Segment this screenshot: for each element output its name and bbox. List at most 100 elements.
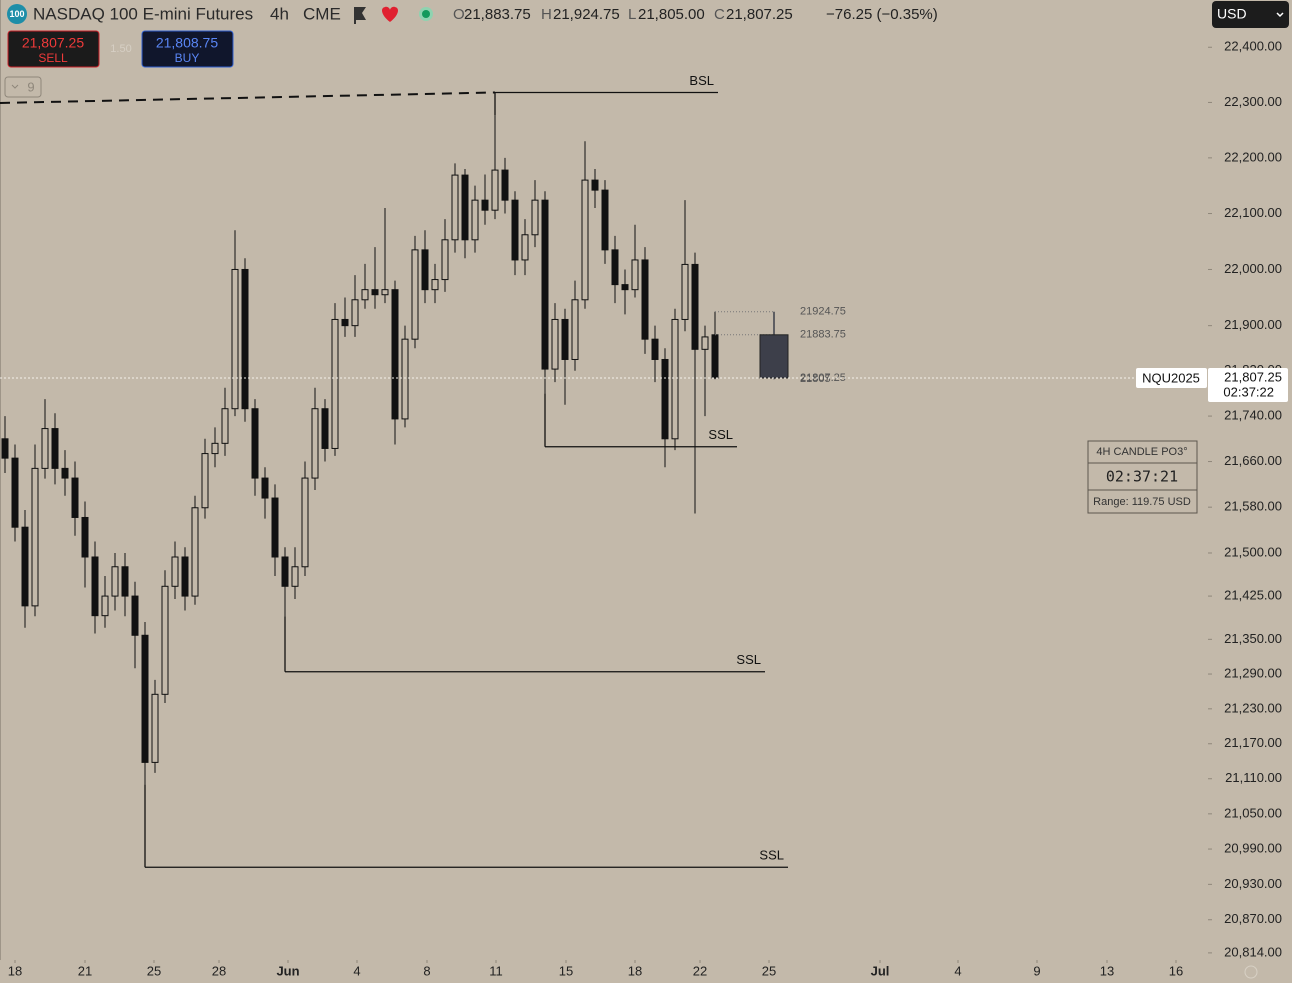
layers-count: 9: [27, 79, 34, 94]
y-tick-label: 21,350.00: [1224, 631, 1282, 646]
candle-body: [221, 408, 229, 444]
y-tick-label: 21,425.00: [1224, 588, 1282, 603]
candle-body: [71, 477, 79, 518]
y-tick-label: 21,050.00: [1224, 805, 1282, 820]
status-dot: [422, 10, 430, 18]
candle-body: [181, 556, 189, 597]
y-tick-label: 21,110.00: [1225, 770, 1282, 785]
candle-body: [391, 289, 399, 420]
buy-button[interactable]: [141, 30, 234, 68]
candle-body: [301, 477, 309, 568]
layers-toggle[interactable]: [4, 76, 42, 98]
x-tick-label: Jul: [871, 963, 890, 978]
buy-price: 21,808.75: [156, 35, 218, 51]
x-tick-label: 18: [628, 963, 642, 978]
x-tick-label: 4: [954, 963, 961, 978]
po3-level-label: 21883.75: [800, 329, 846, 341]
trend-line: [0, 91, 496, 104]
symbol-name[interactable]: NASDAQ 100 E-mini Futures: [33, 4, 253, 23]
candle-body: [321, 408, 329, 449]
x-tick-label: 16: [1169, 963, 1183, 978]
y-tick-label: 21,290.00: [1224, 665, 1282, 680]
x-tick-label: 21: [78, 963, 92, 978]
candle-body: [711, 334, 719, 379]
y-tick-label: 21,170.00: [1224, 735, 1282, 750]
chevron: [11, 84, 19, 89]
x-tick-label: 9: [1033, 963, 1040, 978]
candle-body: [151, 693, 159, 763]
logo-text: 100: [9, 9, 24, 19]
level-label: SSL: [708, 427, 733, 442]
candle-body: [581, 179, 589, 301]
candle-body: [631, 259, 639, 291]
candle-body: [141, 634, 149, 763]
po3-candle: [759, 334, 789, 379]
candle-body: [381, 289, 389, 296]
flag-icon[interactable]: [354, 7, 366, 24]
candle-body: [1, 438, 9, 459]
candle-body: [671, 318, 679, 440]
y-tick-label: 21,580.00: [1224, 499, 1282, 514]
y-tick-label: 22,300.00: [1224, 94, 1282, 109]
y-tick-label: 21,900.00: [1224, 317, 1282, 332]
candle-body: [561, 318, 569, 360]
candle-body: [291, 566, 299, 587]
candle-body: [231, 268, 239, 410]
ohlc-label: H: [541, 6, 552, 23]
y-tick-label: 22,000.00: [1224, 261, 1282, 276]
level-label: SSL: [736, 652, 761, 667]
candle-body: [281, 556, 289, 587]
x-tick-label: 28: [212, 963, 226, 978]
y-tick-label: 22,200.00: [1224, 149, 1282, 164]
widget-timer: 02:37:21: [1106, 468, 1178, 486]
candle-body: [401, 338, 409, 420]
x-tick-label: 11: [489, 963, 503, 978]
x-tick-label: 15: [559, 963, 573, 978]
candle-body: [251, 408, 259, 479]
candle-body: [201, 453, 209, 509]
interval[interactable]: 4h: [270, 4, 289, 23]
spread: 1.50: [110, 43, 131, 55]
sell-button[interactable]: [7, 30, 100, 68]
candle-body: [51, 428, 59, 469]
currency-select[interactable]: [1212, 1, 1289, 28]
heart-icon[interactable]: [382, 6, 398, 22]
settings-icon[interactable]: [1244, 965, 1258, 979]
price-tag: [1208, 367, 1288, 402]
candle-body: [171, 556, 179, 587]
candle-body: [361, 289, 369, 301]
candle-body: [411, 249, 419, 340]
candle-body: [131, 595, 139, 636]
y-tick-label: 21,660.00: [1224, 453, 1282, 468]
chevron: [1276, 12, 1284, 18]
candle-body: [591, 179, 599, 191]
candle-body: [461, 174, 469, 241]
y-tick-label: 20,930.00: [1224, 876, 1282, 891]
x-tick-label: 25: [762, 963, 776, 978]
sell-label: SELL: [38, 51, 68, 65]
candle-body: [441, 239, 449, 281]
x-tick-label: 25: [147, 963, 161, 978]
candle-body: [161, 585, 169, 695]
candle-body: [511, 199, 519, 261]
candle-body: [531, 199, 539, 236]
candle-body: [571, 299, 579, 360]
widget-range: Range: 119.75 USD: [1093, 496, 1191, 508]
candle-body: [421, 249, 429, 291]
exchange: CME: [303, 4, 341, 23]
ohlc-label: L: [628, 6, 636, 23]
ohlc-value: 21,883.75: [464, 6, 531, 23]
candle-body: [471, 199, 479, 241]
candle-body: [601, 189, 609, 251]
ohlc-change: −76.25 (−0.35%): [826, 6, 938, 23]
symbol-tag: [1136, 367, 1207, 388]
currency-label: USD: [1217, 6, 1247, 22]
y-tick-label: 21,740.00: [1224, 408, 1282, 423]
candle-body: [621, 284, 629, 291]
y-tick-label: 20,990.00: [1224, 840, 1282, 855]
x-tick-label: 8: [423, 963, 430, 978]
candle-body: [481, 199, 489, 211]
ohlc-value: 21,805.00: [638, 6, 705, 23]
